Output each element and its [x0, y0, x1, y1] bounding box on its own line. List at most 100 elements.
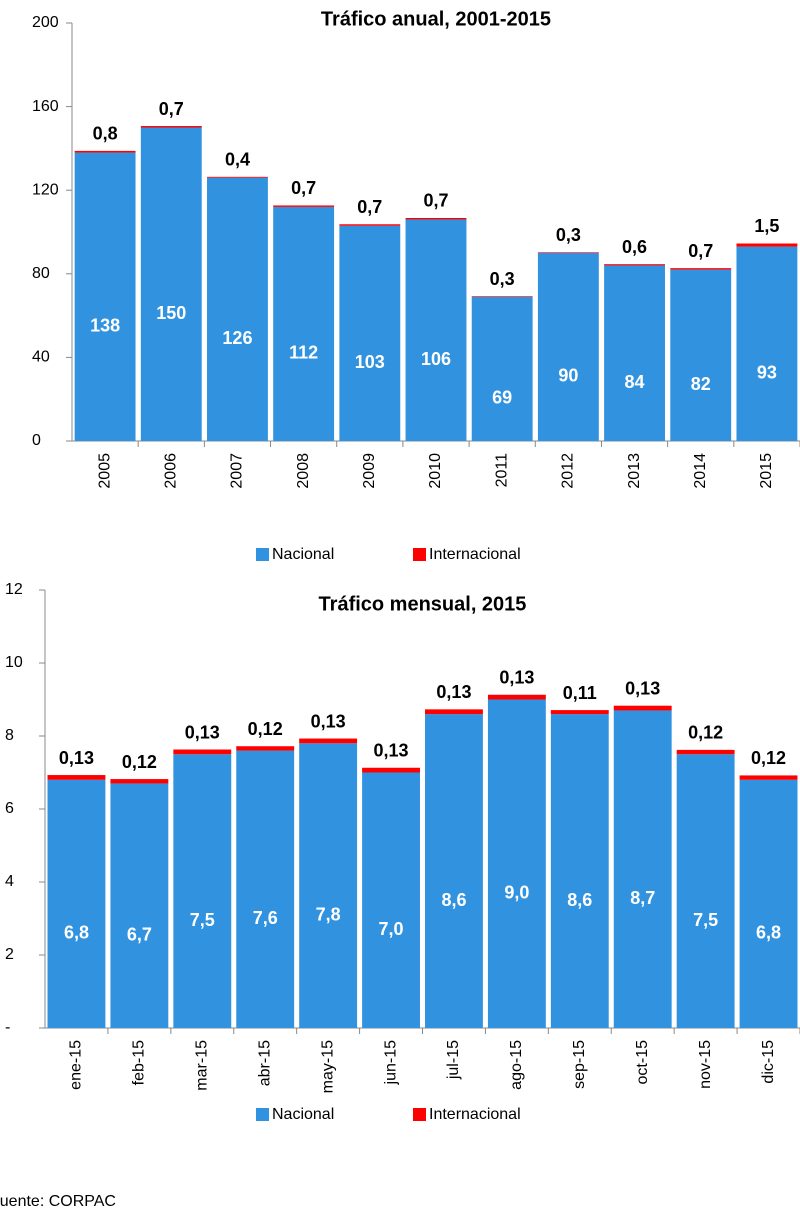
- x-tick-label: 2005: [96, 453, 113, 489]
- value-label: 6,8: [756, 923, 781, 943]
- value-label: 7,6: [253, 908, 278, 928]
- bar-segment: [299, 743, 358, 1028]
- value-label: 0,7: [291, 178, 316, 198]
- bar-segment: [487, 699, 546, 1028]
- bar-segment: [604, 264, 665, 266]
- x-tick-label: 2015: [758, 453, 775, 489]
- x-tick-label: feb-15: [131, 1040, 148, 1085]
- bar-segment: [670, 269, 732, 441]
- bar-segment: [273, 206, 335, 441]
- bar-segment: [405, 219, 467, 441]
- value-label: 106: [421, 349, 451, 369]
- value-label: 0,13: [185, 722, 220, 742]
- x-tick-label: nov-15: [697, 1040, 714, 1089]
- value-label: 84: [625, 372, 645, 392]
- x-tick-label: ene-15: [68, 1040, 85, 1090]
- x-tick-label: 2008: [295, 453, 312, 489]
- y-tick-label: 10: [5, 654, 23, 671]
- y-tick-label: 200: [32, 14, 59, 31]
- bar-segment: [173, 749, 232, 755]
- bar-segment: [299, 738, 358, 744]
- bar-segment: [670, 268, 732, 270]
- bar-segment: [140, 127, 202, 441]
- value-label: 0,12: [751, 748, 786, 768]
- y-tick-label: 2: [5, 946, 14, 963]
- bar-segment: [425, 709, 483, 715]
- value-label: 0,13: [499, 668, 534, 688]
- legend-label: Nacional: [272, 1106, 334, 1123]
- value-label: 8,7: [630, 888, 655, 908]
- bar-segment: [676, 754, 735, 1028]
- value-label: 0,13: [59, 748, 94, 768]
- value-label: 0,4: [225, 150, 250, 170]
- bar-segment: [110, 779, 169, 784]
- value-label: 1,5: [754, 216, 779, 236]
- value-label: 0,7: [159, 99, 184, 119]
- value-label: 0,7: [423, 191, 448, 211]
- y-tick-label: 80: [32, 265, 50, 282]
- value-label: 7,0: [379, 919, 404, 939]
- bar-segment: [613, 710, 672, 1028]
- value-label: 0,7: [357, 197, 382, 217]
- bar-segment: [613, 705, 672, 711]
- x-tick-label: may-15: [319, 1040, 336, 1093]
- bar-segment: [273, 205, 335, 207]
- legend-swatch: [413, 548, 426, 561]
- bar-segment: [207, 177, 268, 441]
- source: Fuente: CORPAC: [0, 1193, 116, 1209]
- value-label: 8,6: [441, 890, 466, 910]
- legend-label: Internacional: [429, 546, 521, 563]
- y-tick-label: 6: [5, 800, 14, 817]
- y-tick-label: 4: [5, 873, 14, 890]
- bar-segment: [736, 246, 798, 441]
- bar-segment: [604, 265, 665, 441]
- y-tick-label: 40: [32, 349, 50, 366]
- x-tick-label: abr-15: [256, 1040, 273, 1086]
- bar-segment: [471, 296, 533, 441]
- chart-title: Tráfico mensual, 2015: [319, 593, 527, 615]
- x-tick-label: 2013: [626, 453, 643, 489]
- y-tick-label: -: [5, 1019, 10, 1036]
- value-label: 0,12: [122, 752, 157, 772]
- value-label: 103: [355, 352, 385, 372]
- value-label: 6,7: [127, 924, 152, 944]
- legend-swatch: [256, 548, 269, 561]
- bar-segment: [110, 783, 169, 1028]
- bar-segment: [47, 775, 106, 780]
- x-tick-label: 2010: [427, 453, 444, 489]
- x-tick-label: dic-15: [760, 1040, 777, 1084]
- y-tick-label: 0: [32, 432, 41, 449]
- bar-segment: [140, 126, 202, 128]
- value-label: 150: [156, 303, 186, 323]
- value-label: 0,6: [622, 237, 647, 257]
- bar-segment: [537, 252, 599, 253]
- bar-segment: [362, 772, 420, 1028]
- bar-segment: [550, 714, 609, 1028]
- value-label: 7,5: [693, 910, 718, 930]
- x-tick-label: mar-15: [194, 1040, 211, 1091]
- x-tick-label: 2011: [493, 453, 510, 488]
- legend-swatch: [413, 1108, 426, 1121]
- chart-title: Tráfico anual, 2001-2015: [321, 8, 551, 30]
- bar-segment: [74, 150, 136, 153]
- legend-label: Internacional: [429, 1106, 521, 1123]
- value-label: 112: [289, 343, 318, 363]
- legend-swatch: [256, 1108, 269, 1121]
- value-label: 0,13: [374, 741, 409, 761]
- bar-segment: [207, 176, 268, 178]
- value-label: 0,13: [311, 711, 346, 731]
- value-label: 0,12: [248, 719, 283, 739]
- bar-segment: [550, 710, 609, 715]
- value-label: 93: [757, 363, 777, 383]
- value-label: 7,5: [190, 910, 215, 930]
- x-tick-label: oct-15: [634, 1040, 651, 1085]
- bar-segment: [74, 152, 136, 441]
- value-label: 9,0: [504, 883, 529, 903]
- bar-segment: [487, 694, 546, 700]
- value-label: 126: [222, 328, 252, 348]
- value-label: 0,13: [436, 682, 471, 702]
- value-label: 7,8: [316, 904, 341, 924]
- bar-segment: [173, 754, 232, 1028]
- value-label: 0,8: [93, 124, 118, 144]
